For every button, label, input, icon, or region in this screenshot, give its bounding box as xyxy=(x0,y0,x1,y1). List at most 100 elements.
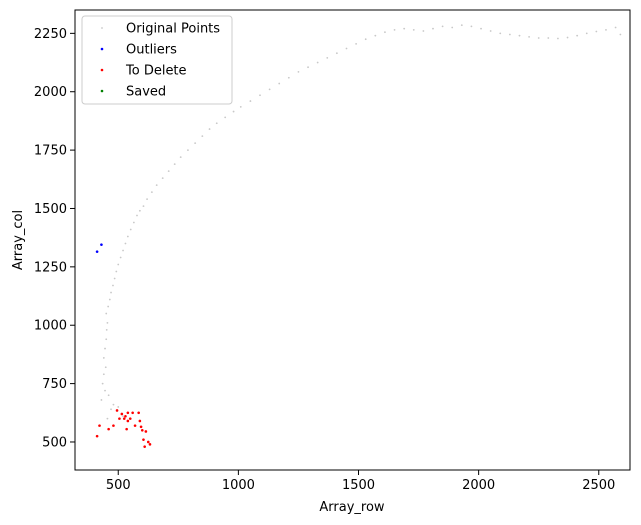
data-point-original-points xyxy=(374,34,377,37)
data-point-original-points xyxy=(173,163,176,166)
data-point-original-points xyxy=(201,135,204,137)
y-tick-label: 2250 xyxy=(34,27,67,42)
y-tick-label: 1500 xyxy=(34,202,67,217)
y-axis-ticks: 500 750 1000 1250 1500 1750 2000 2250 xyxy=(34,27,75,450)
data-point-original-points xyxy=(115,270,118,273)
legend-box xyxy=(81,15,233,105)
data-point-to-delete xyxy=(118,417,121,420)
data-point-to-delete xyxy=(124,414,127,418)
data-point-original-points xyxy=(104,389,106,392)
x-tick-label: 2000 xyxy=(462,478,495,493)
data-point-original-points xyxy=(167,170,170,173)
data-point-original-points xyxy=(460,24,463,27)
data-point-to-delete xyxy=(143,445,146,448)
data-point-original-points xyxy=(297,70,300,73)
data-point-original-points xyxy=(112,284,114,287)
data-point-original-points xyxy=(518,34,521,37)
data-point-original-points xyxy=(259,94,261,97)
y-tick-label: 1750 xyxy=(34,144,67,159)
legend-label: Saved xyxy=(126,85,166,100)
data-point-outliers xyxy=(100,243,103,246)
data-point-original-points xyxy=(537,37,540,39)
data-point-original-points xyxy=(110,291,112,294)
plot-frame xyxy=(74,9,631,471)
data-point-original-points xyxy=(605,28,607,31)
data-point-original-points xyxy=(557,37,559,40)
data-point-to-delete xyxy=(148,443,152,446)
data-point-original-points xyxy=(249,100,252,102)
legend-marker xyxy=(100,89,104,93)
data-point-original-points xyxy=(316,61,319,64)
legend: Original Points Outliers To Delete Saved xyxy=(81,15,233,105)
data-point-to-delete xyxy=(95,434,99,438)
data-point-original-points xyxy=(576,34,579,37)
data-point-original-points xyxy=(194,142,197,144)
data-point-original-points xyxy=(106,417,109,420)
data-point-original-points xyxy=(528,35,530,38)
data-point-original-points xyxy=(566,36,569,39)
data-point-original-points xyxy=(112,403,115,406)
data-point-to-delete xyxy=(140,429,144,432)
data-point-original-points xyxy=(355,42,358,45)
data-point-to-delete xyxy=(142,438,145,441)
data-point-original-points xyxy=(470,25,473,28)
x-tick-label: 1000 xyxy=(222,478,255,493)
data-point-original-points xyxy=(101,382,104,385)
data-point-original-points xyxy=(117,263,120,266)
data-point-to-delete xyxy=(138,419,142,423)
y-tick-label: 500 xyxy=(42,435,67,450)
data-point-to-delete xyxy=(107,427,110,431)
data-point-original-points xyxy=(224,116,227,119)
data-point-original-points xyxy=(345,47,348,50)
data-point-to-delete xyxy=(133,424,137,427)
y-tick-label: 2000 xyxy=(34,85,67,100)
data-point-to-delete xyxy=(126,419,130,423)
x-axis-ticks: 500 1000 1500 2000 2500 xyxy=(106,470,615,493)
data-point-original-points xyxy=(215,122,218,125)
data-point-original-points xyxy=(499,32,502,35)
data-point-original-points xyxy=(441,25,444,28)
data-point-original-points xyxy=(122,249,124,252)
data-point-original-points xyxy=(393,28,396,31)
data-point-original-points xyxy=(110,408,112,411)
data-point-original-points xyxy=(106,321,109,324)
data-point-to-delete xyxy=(112,424,115,427)
data-point-original-points xyxy=(489,30,492,32)
data-point-original-points xyxy=(132,221,135,224)
x-tick-label: 2500 xyxy=(582,478,615,493)
y-tick-label: 1250 xyxy=(34,260,67,275)
data-point-to-delete xyxy=(139,425,143,429)
data-point-to-delete xyxy=(146,440,150,444)
data-point-original-points xyxy=(107,305,110,308)
legend-marker xyxy=(101,27,103,29)
data-point-to-delete xyxy=(120,412,124,416)
data-point-to-delete xyxy=(126,411,130,415)
data-point-original-points xyxy=(102,357,105,359)
data-point-original-points xyxy=(384,31,386,34)
data-point-original-points xyxy=(422,30,425,32)
data-point-original-points xyxy=(287,76,290,79)
data-point-original-points xyxy=(138,209,141,212)
data-point-original-points xyxy=(326,56,329,59)
data-point-original-points xyxy=(146,198,148,201)
data-point-original-points xyxy=(104,366,107,369)
legend-label: Original Points xyxy=(126,22,220,37)
data-point-to-delete xyxy=(122,417,126,420)
data-point-original-points xyxy=(335,52,338,55)
data-point-original-points xyxy=(451,26,454,29)
data-point-to-delete xyxy=(115,409,119,412)
data-point-to-delete xyxy=(98,424,101,427)
data-point-outliers xyxy=(95,250,99,253)
data-point-original-points xyxy=(150,191,153,194)
data-point-original-points xyxy=(432,27,434,30)
data-point-original-points xyxy=(142,205,145,208)
data-point-original-points xyxy=(155,184,158,187)
data-point-to-delete xyxy=(128,417,132,420)
data-point-original-points xyxy=(107,394,110,397)
legend-marker xyxy=(100,47,104,51)
legend-marker xyxy=(100,68,104,72)
data-point-original-points xyxy=(278,82,281,85)
data-point-original-points xyxy=(187,149,189,152)
data-point-original-points xyxy=(117,406,120,408)
